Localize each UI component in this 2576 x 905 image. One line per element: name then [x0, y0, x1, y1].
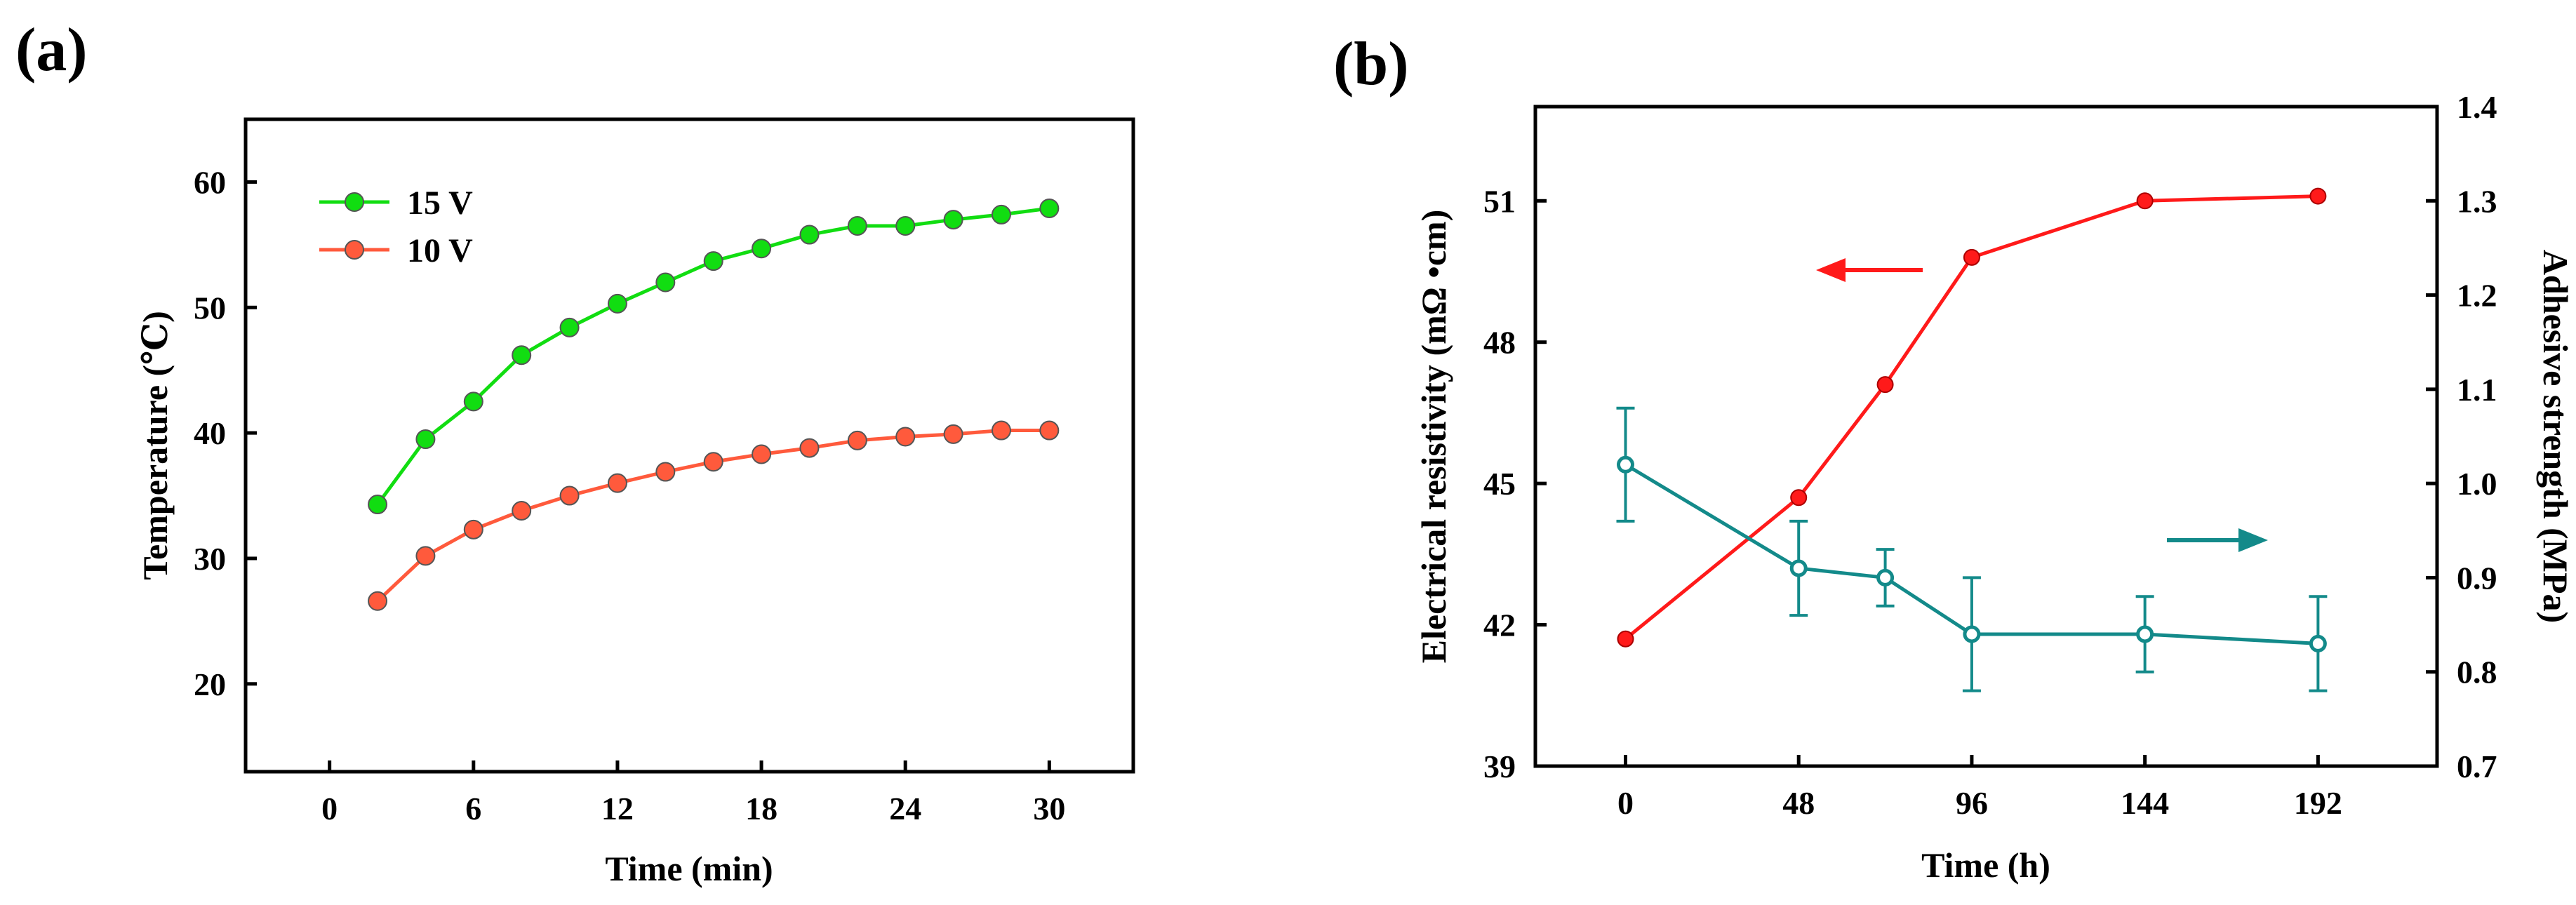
chart-a-legend-label: 10 V: [407, 232, 473, 269]
chart-a-data-point: [559, 485, 580, 506]
chart-a-data-point: [655, 462, 676, 482]
panel-label-b: (b): [1333, 30, 1409, 98]
chart-b-x-tick-label: 96: [1956, 785, 1988, 821]
chart-a-data-point: [703, 251, 723, 272]
chart-a-data-point: [799, 438, 820, 458]
chart-b-data-point: [1617, 455, 1634, 474]
chart-a-legend-marker: [345, 240, 364, 260]
chart-a-data-point: [799, 224, 820, 245]
chart-b-data-point: [1617, 630, 1634, 648]
chart-b-right-y-tick-label: 1.2: [2457, 278, 2497, 314]
chart-b-x-tick-label: 192: [2294, 785, 2342, 821]
chart-b-series-line: [1624, 194, 2318, 641]
chart-a-data-point: [368, 495, 388, 515]
chart-a-x-tick-label: 0: [321, 791, 338, 826]
chart-b-data-point: [1790, 489, 1808, 507]
chart-a-data-point: [895, 427, 916, 447]
chart-b-x-tick-label: 48: [1782, 785, 1815, 821]
chart-a-legend-marker: [345, 192, 364, 212]
chart-b-right-y-tick-label: 0.9: [2457, 560, 2497, 596]
chart-b-left-y-tick-label: 48: [1483, 325, 1516, 361]
chart-b-data-point: [2136, 625, 2154, 643]
chart-a-data-point: [991, 204, 1011, 224]
chart-a-data-point: [752, 444, 772, 464]
chart-a-x-axis-label: Time (min): [605, 849, 773, 888]
chart-b-x-tick-label: 144: [2121, 785, 2169, 821]
chart-b-left-y-tick-label: 39: [1483, 749, 1516, 784]
chart-a-data-point: [847, 430, 867, 450]
chart-b-data-point: [2136, 192, 2154, 210]
chart-a-data-point: [703, 452, 723, 472]
chart-b-right-y-tick-label: 1.1: [2457, 372, 2497, 408]
chart-a-y-tick-label: 20: [194, 666, 226, 702]
chart-a-data-point: [655, 272, 676, 293]
chart-b-series-line: [1624, 463, 2318, 645]
chart-a-data-point: [415, 429, 436, 450]
chart-b-right-y-tick-label: 0.8: [2457, 655, 2497, 690]
chart-b-data-point: [1789, 559, 1808, 577]
chart-b-data-point: [2309, 634, 2327, 652]
chart-a-x-tick-label: 12: [601, 791, 634, 826]
chart-a-data-point: [607, 473, 627, 493]
chart-a-data-point: [991, 420, 1011, 441]
chart-a-legend: 15 V 10 V: [319, 185, 473, 269]
chart-a-data-point: [463, 391, 483, 412]
chart-a-x-tick-label: 6: [465, 791, 481, 826]
chart-a-y-tick-label: 30: [194, 541, 226, 577]
chart-a-legend-label: 15 V: [407, 185, 473, 222]
chart-b-data-point: [2309, 187, 2327, 205]
chart-a-x-tick-label: 18: [745, 791, 778, 826]
chart-a-data-point: [943, 424, 963, 444]
chart-b-left-y-axis-label: Electrical resistivity (mΩ •cm): [1414, 210, 1453, 664]
chart-a-data-point: [607, 293, 627, 314]
chart-b-left-y-tick-label: 51: [1483, 183, 1516, 219]
chart-b-data-point: [1876, 568, 1895, 586]
chart-b-data-point: [1963, 625, 1981, 643]
chart-b-right-y-tick-label: 0.7: [2457, 749, 2497, 784]
chart-b-left-axis-arrow-head: [1816, 258, 1846, 282]
chart-a-data-point: [895, 216, 916, 236]
chart-a-x-tick-label: 30: [1033, 791, 1065, 826]
chart-b-x-axis-label: Time (h): [1921, 845, 2050, 885]
chart-a-y-tick-label: 40: [194, 415, 226, 451]
chart-a-y-tick-label: 50: [194, 290, 226, 326]
chart-a-data-point: [512, 501, 532, 521]
panel-label-a: (a): [15, 16, 88, 84]
chart-a-data-point: [847, 216, 867, 236]
chart-b-data-point: [1963, 248, 1980, 266]
chart-a-data-point: [559, 317, 580, 337]
chart-b: 0 48 96 144 192 39 42 45 48 51 0.7 0.8 0.9 1.0 1.1 1.2 1…: [1414, 89, 2575, 885]
chart-a-data-point: [463, 519, 483, 539]
chart-b-right-axis-arrow-head: [2238, 528, 2268, 552]
chart-a-data-point: [415, 546, 436, 566]
chart-b-right-y-axis-label: Adhesive strength (MPa): [2536, 250, 2575, 623]
chart-a-x-tick-label: 24: [889, 791, 921, 826]
chart-b-data-point: [1876, 376, 1894, 394]
chart-a: 0 6 12 18 24 30 20 30 40 50 60 15 V 10 V Time (min)…: [135, 117, 1135, 888]
chart-b-plot-frame: [1533, 105, 2439, 768]
chart-b-right-y-tick-label: 1.4: [2457, 89, 2497, 125]
chart-a-data-point: [943, 210, 963, 230]
chart-a-data-point: [368, 591, 388, 611]
chart-b-left-y-tick-label: 42: [1483, 608, 1516, 643]
chart-b-x-tick-label: 0: [1617, 785, 1634, 821]
chart-b-right-y-tick-label: 1.0: [2457, 466, 2497, 502]
chart-a-data-point: [1039, 420, 1060, 441]
chart-a-data-point: [752, 239, 772, 259]
chart-b-left-y-tick-label: 45: [1483, 466, 1516, 502]
chart-b-right-y-tick-label: 1.3: [2457, 183, 2497, 219]
chart-a-data-point: [1039, 198, 1060, 218]
chart-a-data-point: [512, 345, 532, 366]
chart-a-y-tick-label: 60: [194, 164, 226, 200]
chart-a-plot-frame: [243, 117, 1135, 774]
chart-a-y-axis-label: Temperature (℃): [135, 311, 175, 579]
